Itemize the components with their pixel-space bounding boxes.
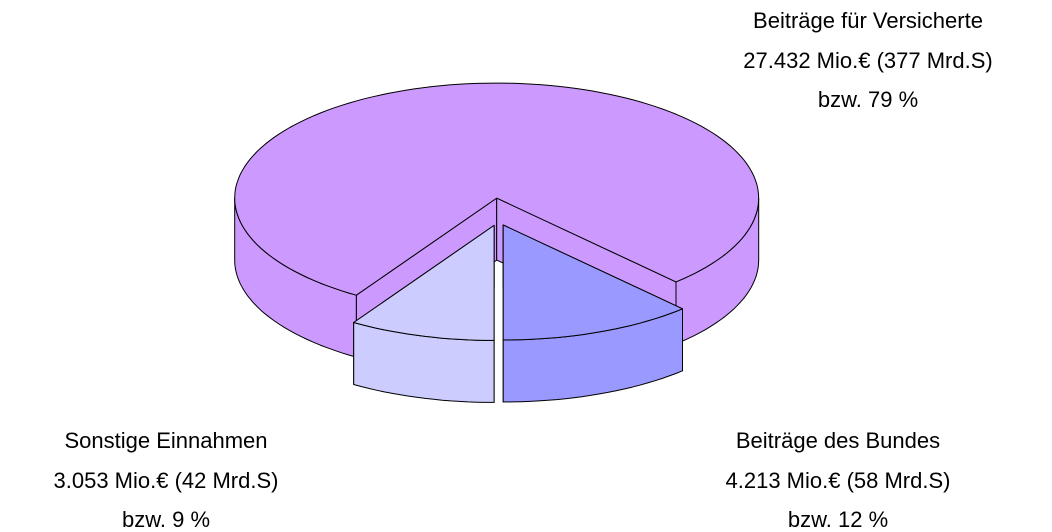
slice [234,82,760,296]
slice-label: Beiträge des Bundes [736,428,940,453]
slice-percent: bzw. 79 % [818,87,918,112]
slice-amount: 27.432 Mio.€ (377 Mrd.S) [743,48,992,73]
slice-percent: bzw. 9 % [122,507,210,532]
slice-amount: 4.213 Mio.€ (58 Mrd.S) [726,468,951,493]
slice-label: Sonstige Einnahmen [64,428,267,453]
slice [502,224,683,341]
slice-percent: bzw. 12 % [788,507,888,532]
slice [353,224,495,341]
slice-label: Beiträge für Versicherte [753,8,983,33]
slice-amount: 3.053 Mio.€ (42 Mrd.S) [54,468,279,493]
